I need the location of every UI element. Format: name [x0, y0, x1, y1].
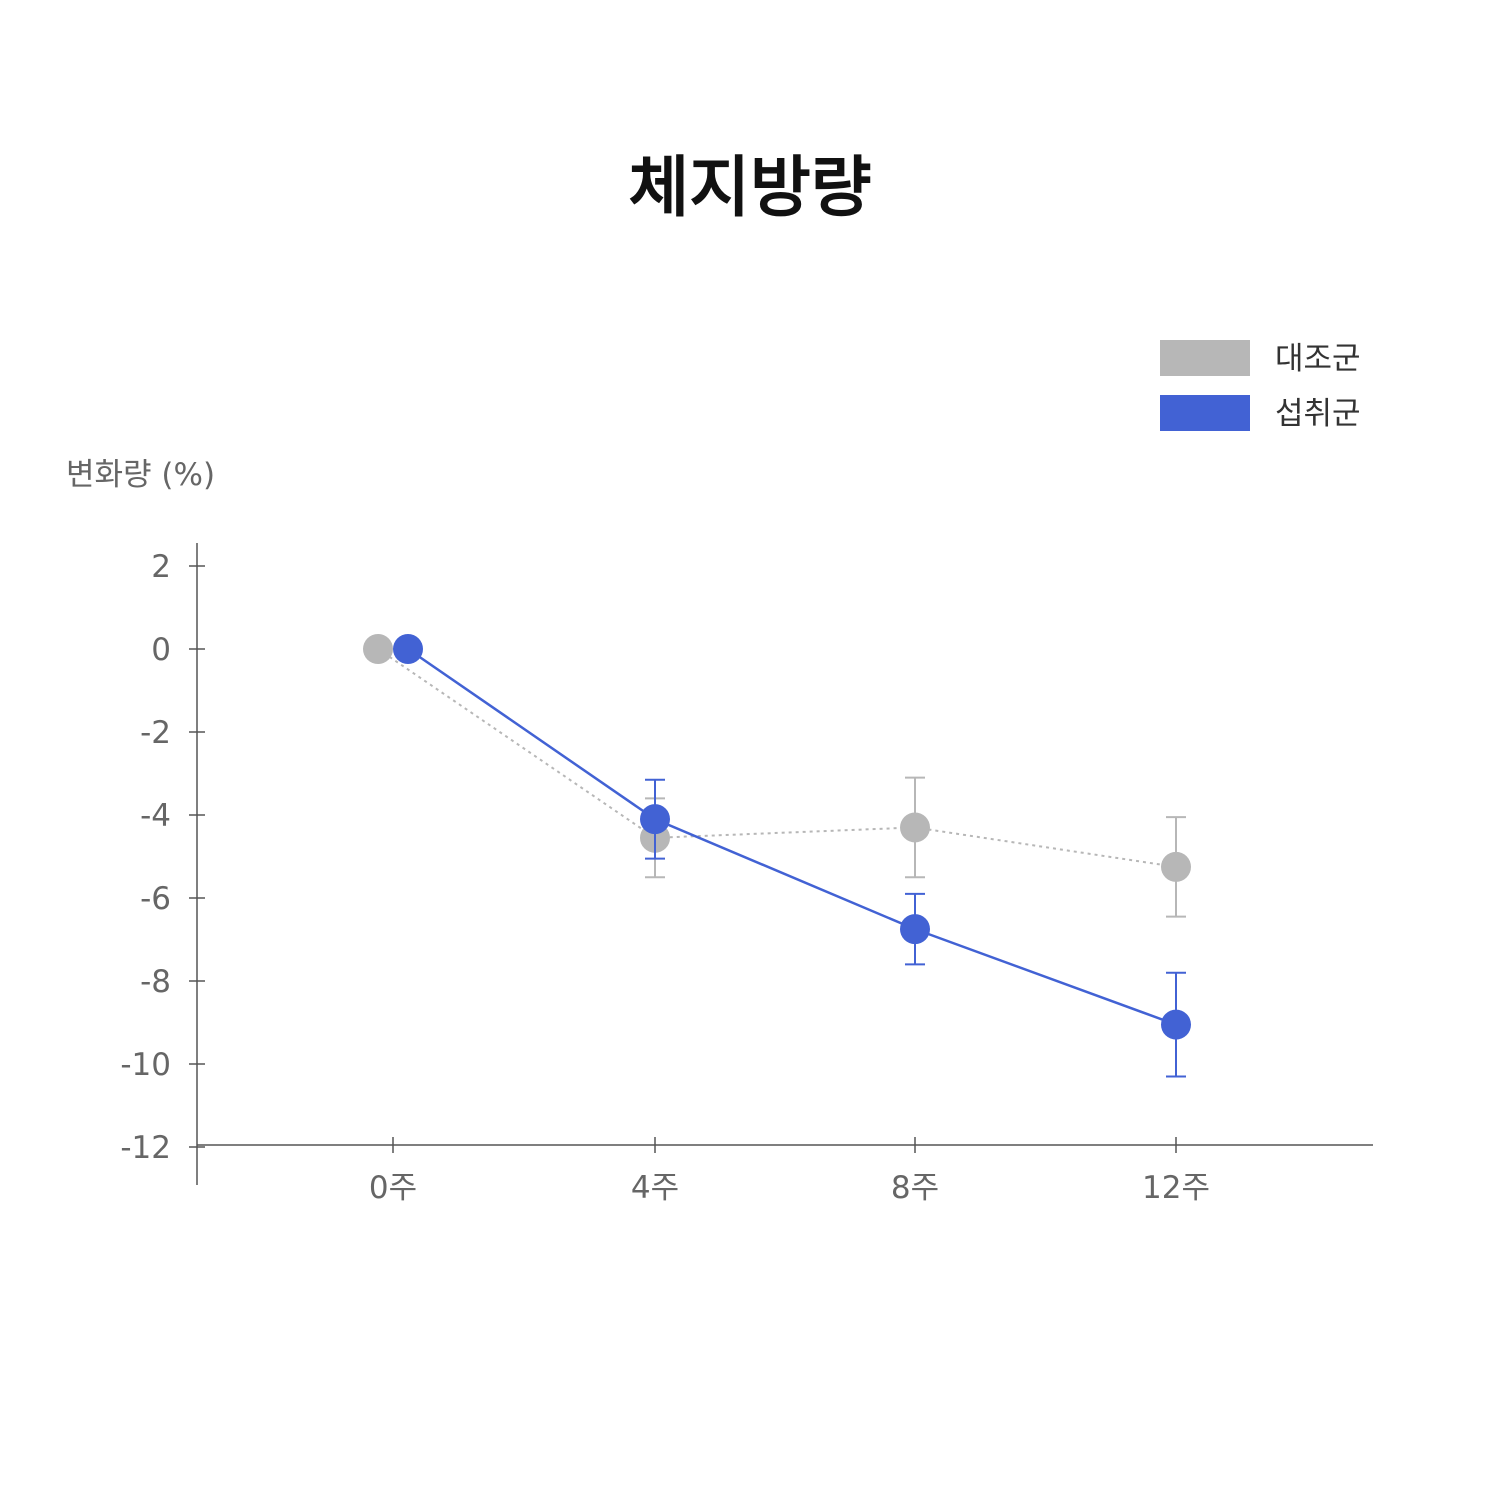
- legend-label: 섭취군: [1275, 396, 1361, 432]
- x-tick-label: 0주: [369, 1170, 417, 1206]
- x-tick-label: 4주: [631, 1170, 679, 1206]
- series-line: [407, 647, 1177, 1026]
- series-2: [393, 634, 1191, 1078]
- y-tick-label: 2: [151, 549, 171, 585]
- data-point: [900, 812, 930, 843]
- y-tick-label: -8: [140, 964, 171, 1000]
- data-point: [1161, 1009, 1191, 1040]
- data-point: [393, 634, 423, 664]
- chart-title: 체지방량: [629, 149, 872, 226]
- x-tick-label: 8주: [891, 1170, 939, 1206]
- series-1: [363, 634, 1191, 918]
- data-point: [1161, 851, 1191, 882]
- legend-swatch: [1160, 395, 1250, 431]
- legend-swatch: [1160, 340, 1250, 376]
- y-tick-label: -12: [120, 1130, 171, 1166]
- series-layer: [363, 634, 1191, 1078]
- y-tick-label: -6: [140, 881, 171, 917]
- data-point: [640, 804, 670, 835]
- legend-label: 대조군: [1275, 341, 1361, 377]
- axes: 2 0 -2 -4 -6 -8 -10 -12 0주 4주 8주 12주: [120, 543, 1373, 1206]
- data-point: [363, 634, 393, 664]
- y-axis-label: 변화량 (%): [66, 457, 215, 493]
- x-tick-label: 12주: [1142, 1170, 1210, 1206]
- y-tick-label: 0: [151, 632, 171, 668]
- y-tick-label: -4: [140, 798, 171, 834]
- data-point: [900, 914, 930, 945]
- y-tick-label: -10: [120, 1047, 171, 1083]
- y-tick-label: -2: [140, 715, 171, 751]
- series-line: [377, 648, 1177, 868]
